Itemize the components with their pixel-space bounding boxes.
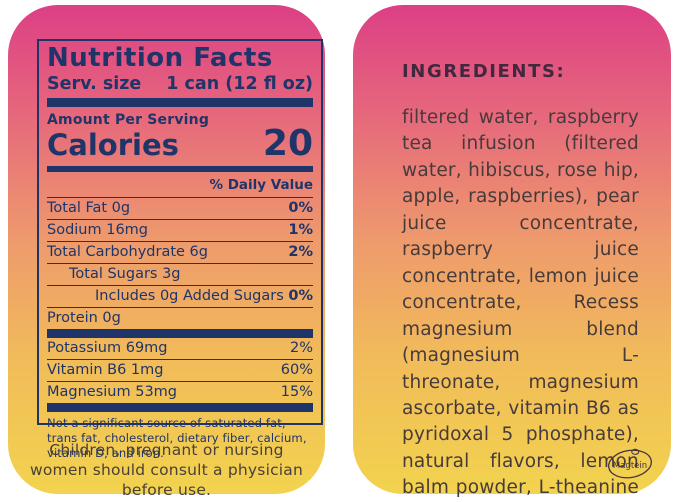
- nutrient-label: Sodium 16mg: [47, 221, 149, 238]
- divider-thick: [47, 328, 313, 338]
- nutrient-label: Total Sugars 3g: [69, 265, 181, 282]
- ingredients-block: INGREDIENTS: filtered water, raspberry t…: [402, 61, 639, 502]
- nutrition-facts-label: Nutrition Facts Serv. size 1 can (12 fl …: [37, 39, 323, 460]
- nutrient-label: Includes 0g Added Sugars: [95, 287, 284, 304]
- serving-size-label: Serv. size: [47, 74, 142, 95]
- nutrient-label: Potassium 69mg: [47, 339, 168, 356]
- consult-physician-disclaimer: Children, pregnant or nursing women shou…: [29, 441, 304, 499]
- calories-label: Calories: [47, 128, 179, 163]
- nutrition-panel: Nutrition Facts Serv. size 1 can (12 fl …: [8, 5, 325, 499]
- nutrient-daily-value: 0%: [288, 287, 313, 304]
- nutrient-row: Vitamin B6 1mg 60%: [47, 358, 313, 381]
- nutrient-rows-main: Total Fat 0g 0% Sodium 16mg 1% Total Carbohy…: [47, 196, 313, 329]
- nutrient-daily-value: 1%: [288, 221, 313, 238]
- nutrient-row: Total Sugars 3g: [47, 262, 313, 285]
- magtein-logo-icon: Magtein: [608, 448, 652, 479]
- nutrient-daily-value: 2%: [289, 339, 313, 356]
- nutrient-daily-value: 60%: [280, 361, 313, 378]
- nutrient-label: Magnesium 53mg: [47, 383, 177, 400]
- nutrient-daily-value: 2%: [288, 243, 313, 260]
- calories-row: Calories 20: [47, 123, 313, 165]
- ingredients-text: filtered water, raspberry tea infusion (…: [402, 107, 639, 499]
- daily-value-header: % Daily Value: [209, 176, 313, 193]
- nutrient-row: Total Carbohydrate 6g 2%: [47, 240, 313, 263]
- nutrient-daily-value: 0%: [288, 199, 313, 216]
- nutrient-row: Magnesium 53mg 15%: [47, 380, 313, 403]
- nutrient-daily-value: 15%: [280, 383, 313, 400]
- label-footnote: Not a significant source of saturated fa…: [47, 415, 307, 460]
- nutrient-label: Protein 0g: [47, 309, 121, 326]
- nutrient-row: Sodium 16mg 1%: [47, 218, 313, 241]
- serving-size-value: 1 can (12 fl oz): [166, 74, 313, 95]
- nutrient-label: Total Fat 0g: [47, 199, 131, 216]
- nutrient-label: Vitamin B6 1mg: [47, 361, 164, 378]
- nutrient-row: Total Fat 0g 0%: [47, 196, 313, 219]
- divider-thick: [47, 98, 313, 108]
- divider-medium: [47, 165, 313, 172]
- calories-value: 20: [262, 123, 313, 165]
- nutrition-facts-title: Nutrition Facts: [47, 43, 273, 73]
- nutrient-row: Includes 0g Added Sugars 0%: [47, 284, 313, 307]
- nutrient-row: Protein 0g: [47, 306, 313, 329]
- magtein-badge-label: Magtein: [613, 461, 647, 471]
- magtein-badge: Magtein: [605, 440, 655, 484]
- nutrient-row: Potassium 69mg 2%: [47, 338, 313, 359]
- serving-size-row: Serv. size 1 can (12 fl oz): [47, 74, 313, 94]
- ingredients-panel: INGREDIENTS: filtered water, raspberry t…: [353, 5, 671, 498]
- swirl-icon: [631, 448, 640, 455]
- nutrient-rows-minerals: Potassium 69mg 2% Vitamin B6 1mg 60% Magnesi…: [47, 338, 313, 403]
- divider-thick: [47, 402, 313, 412]
- ingredients-heading: INGREDIENTS:: [402, 61, 566, 82]
- amount-per-serving-label: Amount Per Serving: [47, 112, 210, 129]
- nutrient-label: Total Carbohydrate 6g: [47, 243, 208, 260]
